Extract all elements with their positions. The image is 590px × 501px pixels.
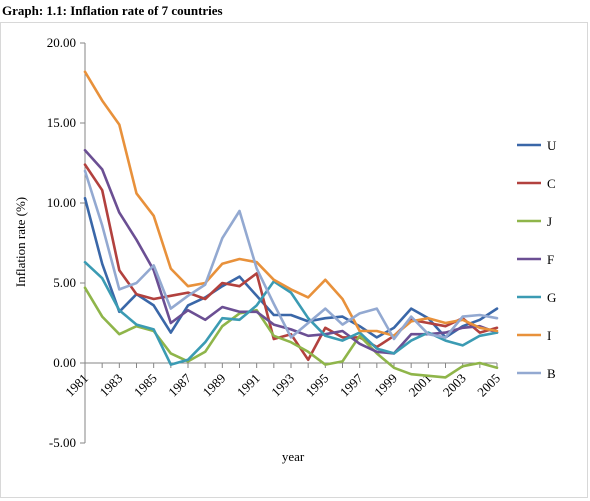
chart-title: Graph: 1.1: Inflation rate of 7 countrie… xyxy=(2,3,223,18)
x-tick-label: 1987 xyxy=(165,370,194,399)
y-tick-label: 5.00 xyxy=(53,275,76,290)
x-tick-label: 2003 xyxy=(440,371,469,400)
y-tick-label: 15.00 xyxy=(47,115,76,130)
series-line-f xyxy=(83,148,499,355)
series-line-c xyxy=(83,163,499,362)
x-tick-label: 1991 xyxy=(234,371,263,400)
series-line-u xyxy=(83,196,499,339)
legend: U C J F G I B xyxy=(517,138,557,381)
y-tick-label: 0.00 xyxy=(53,355,76,370)
y-tick-label: 20.00 xyxy=(47,35,76,50)
x-tick-label: 1999 xyxy=(371,371,400,400)
legend-label-c: C xyxy=(547,176,556,191)
legend-label-b: B xyxy=(547,366,556,381)
y-tick-label: 10.00 xyxy=(47,195,76,210)
legend-label-f: F xyxy=(547,252,554,267)
x-tick-label: 1997 xyxy=(337,370,366,399)
x-tick-label: 2005 xyxy=(474,371,503,400)
series-line-i xyxy=(83,70,499,338)
legend-label-i: I xyxy=(547,328,551,343)
x-tick-label: 1989 xyxy=(199,371,228,400)
x-tick-label: 1981 xyxy=(62,371,91,400)
x-tick-label: 1985 xyxy=(131,371,160,400)
chart-frame xyxy=(0,22,588,498)
legend-label-u: U xyxy=(547,138,557,153)
series-line-g xyxy=(83,260,499,366)
y-tick-label: -5.00 xyxy=(49,435,76,450)
x-axis-title: year xyxy=(282,449,305,464)
x-tick-label: 1995 xyxy=(302,371,331,400)
series-line-b xyxy=(83,169,499,341)
axes: 20.00 15.00 10.00 5.00 0.00 -5.00 1981 1983 1985… xyxy=(47,35,503,450)
x-tick-label: 1983 xyxy=(96,371,125,400)
x-tick-label: 1993 xyxy=(268,371,297,400)
legend-label-j: J xyxy=(547,214,552,229)
series-lines xyxy=(83,70,499,379)
y-axis-title: Inflation rate (%) xyxy=(13,197,28,287)
legend-label-g: G xyxy=(547,290,556,305)
